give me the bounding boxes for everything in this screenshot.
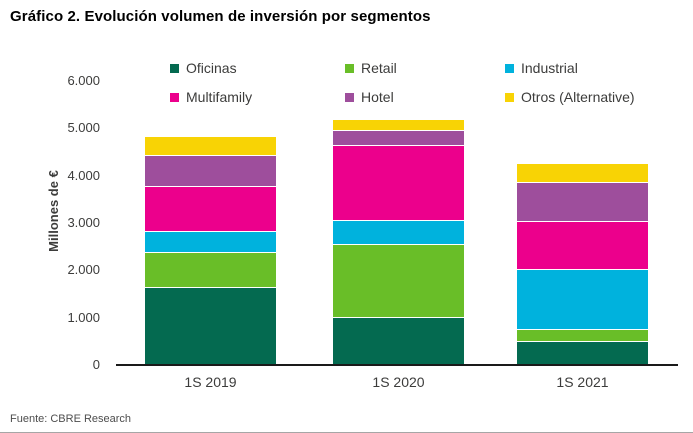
bar-segment-1s-2019-industrial	[145, 230, 276, 252]
legend-item-hotel: Hotel	[345, 89, 394, 105]
bar-segment-1s-2021-hotel	[517, 182, 648, 222]
legend-item-retail: Retail	[345, 60, 397, 76]
chart-title: Gráfico 2. Evolución volumen de inversió…	[10, 8, 431, 25]
bar-segment-1s-2021-retail	[517, 328, 648, 341]
legend-swatch-otros-alternative	[505, 92, 514, 102]
legend-swatch-industrial	[505, 63, 514, 73]
legend-item-otros-alternative: Otros (Alternative)	[505, 89, 635, 105]
legend-label: Retail	[361, 60, 397, 76]
y-tick-label: 0	[92, 357, 100, 372]
y-tick-label: 4.000	[67, 167, 100, 183]
bar-segment-1s-2021-industrial	[517, 269, 648, 329]
bar-segment-1s-2019-otros-alternative	[145, 135, 276, 156]
stacked-bar-1s-2019	[145, 135, 276, 364]
bar-segment-1s-2021-otros-alternative	[517, 163, 648, 183]
bar-segment-1s-2020-otros-alternative	[333, 118, 464, 130]
legend-label: Hotel	[361, 89, 394, 105]
legend-label: Industrial	[521, 60, 578, 76]
legend-label: Otros (Alternative)	[521, 89, 635, 105]
y-tick-label: 5.000	[67, 120, 100, 136]
x-tick-label-1s-2021: 1S 2021	[556, 374, 609, 390]
legend-item-industrial: Industrial	[505, 60, 578, 76]
bar-segment-1s-2019-retail	[145, 251, 276, 288]
y-tick-label: 2.000	[67, 262, 100, 278]
bar-segment-1s-2021-oficinas	[517, 340, 648, 364]
legend-item-multifamily: Multifamily	[170, 89, 252, 105]
legend-swatch-multifamily	[170, 92, 179, 102]
bar-segment-1s-2020-retail	[333, 244, 464, 317]
y-tick-label: 3.000	[67, 215, 100, 230]
bar-segment-1s-2020-multifamily	[333, 144, 464, 220]
legend-label: Oficinas	[186, 60, 237, 76]
legend-swatch-retail	[345, 63, 354, 73]
x-tick-label-1s-2019: 1S 2019	[184, 374, 237, 390]
legend-label: Multifamily	[186, 89, 253, 105]
bar-segment-1s-2020-oficinas	[333, 316, 464, 364]
bar-segment-1s-2020-hotel	[333, 129, 464, 145]
stacked-bar-1s-2020	[333, 118, 464, 364]
legend-swatch-oficinas	[170, 63, 179, 73]
x-axis-line	[116, 364, 678, 366]
legend-swatch-hotel	[345, 92, 354, 102]
bar-segment-1s-2019-oficinas	[145, 287, 276, 364]
bar-segment-1s-2019-multifamily	[145, 185, 276, 231]
y-tick-label: 1.000	[67, 309, 100, 325]
bar-segment-1s-2019-hotel	[145, 155, 276, 186]
source-note: Fuente: CBRE Research	[10, 413, 132, 425]
y-tick-label: 6.000	[67, 73, 100, 88]
legend-item-oficinas: Oficinas	[170, 60, 237, 76]
stacked-bar-1s-2021	[517, 163, 648, 364]
bar-segment-1s-2021-multifamily	[517, 221, 648, 270]
x-tick-label-1s-2020: 1S 2020	[372, 374, 425, 390]
bar-segment-1s-2020-industrial	[333, 219, 464, 245]
